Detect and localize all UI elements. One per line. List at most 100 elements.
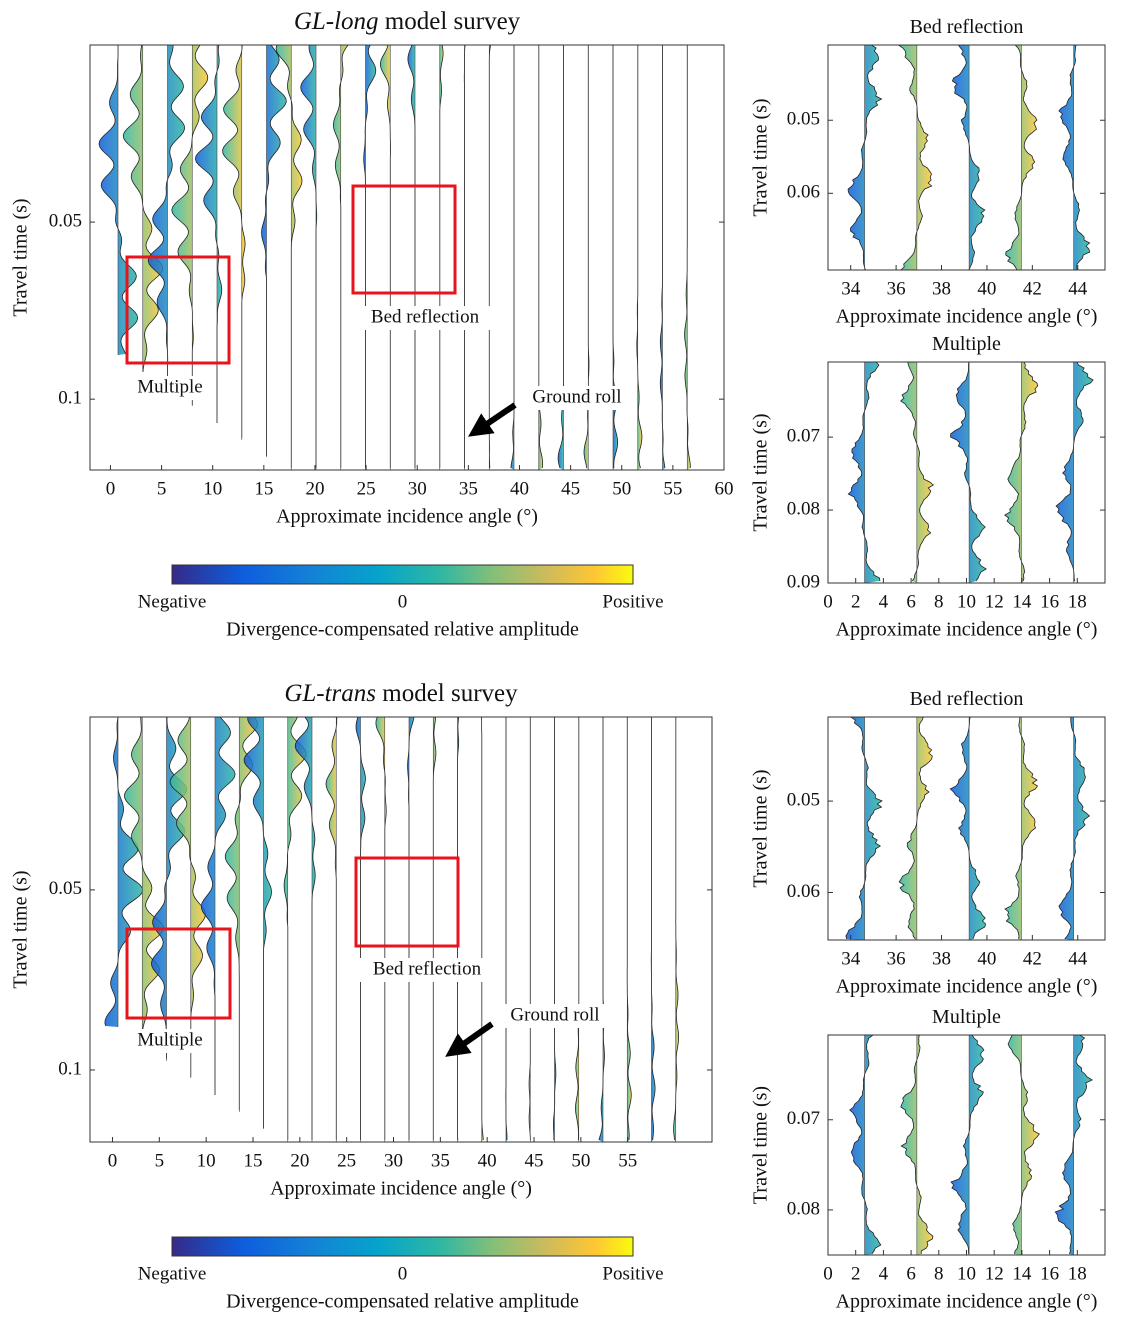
trace-line [898, 717, 933, 940]
traces [849, 1035, 1094, 1255]
x-tick-label: 10 [197, 1150, 216, 1171]
traces [98, 45, 691, 470]
colorbar-label: 0 [398, 591, 408, 612]
axes-frame [827, 716, 1106, 941]
annotation-arrow [445, 1021, 494, 1057]
trace-line [598, 717, 605, 1141]
colorbar-label: Positive [602, 591, 663, 612]
y-tick-label: 0.1 [58, 1058, 82, 1079]
annotation-bg [521, 386, 633, 410]
trace-line [949, 717, 987, 940]
y-tick-label: 0.05 [787, 789, 820, 810]
panel-title: Multiple [932, 1006, 1001, 1028]
trace-line [1058, 45, 1091, 270]
annotation: Ground roll [532, 386, 621, 407]
annotation-bg [128, 376, 212, 400]
trace-fill [407, 45, 415, 470]
x-tick-label: 0 [823, 591, 833, 612]
colorbar [171, 564, 634, 585]
trace-fill [300, 45, 317, 470]
x-tick-label: 40 [478, 1150, 497, 1171]
trace-line [950, 362, 987, 582]
trace-fill [276, 45, 302, 470]
x-tick-label: 2 [851, 1263, 861, 1284]
trace-fill [651, 717, 656, 1142]
panel-title: Bed reflection [910, 16, 1024, 38]
x-tick-label: 20 [290, 1150, 309, 1171]
x-axis-label: Approximate incidence angle (°) [836, 619, 1098, 641]
trace-fill [1055, 1035, 1093, 1255]
trace-line [1054, 1035, 1094, 1255]
trace-line [150, 717, 188, 1059]
y-axis-label: Travel time (s) [750, 98, 772, 216]
x-tick-label: 18 [1068, 591, 1087, 612]
annotation-bg [354, 306, 496, 330]
x-tick-label: 35 [459, 478, 478, 499]
x-tick-label: 40 [510, 478, 529, 499]
x-tick-label: 2 [851, 591, 861, 612]
y-tick-label: 0.1 [58, 388, 82, 409]
x-axis-label: Approximate incidence angle (°) [836, 1291, 1098, 1313]
title-italic: GL-long [294, 8, 379, 35]
x-tick-label: 16 [1040, 591, 1059, 612]
x-tick-label: 5 [157, 478, 167, 499]
trace-fill [171, 45, 208, 406]
x-tick-label: 30 [384, 1150, 403, 1171]
y-axis-label: Travel time (s) [10, 198, 32, 316]
x-tick-label: 0 [823, 1263, 833, 1284]
trace-fill [1058, 717, 1090, 940]
trace-fill [222, 45, 246, 440]
trace-line [98, 45, 139, 355]
panel: Bed reflection 34 36 38 40 42 44 0.05 0.06 Approx… [750, 16, 1106, 328]
trace-fill [1058, 45, 1090, 270]
traces [104, 717, 679, 1142]
x-tick-label: 12 [985, 591, 1004, 612]
trace-line [1005, 45, 1038, 270]
x-tick-label: 8 [934, 591, 944, 612]
colorbar-label: Positive [602, 1263, 663, 1284]
x-tick-label: 18 [1068, 1263, 1087, 1284]
trace-fill [1008, 1035, 1040, 1255]
x-tick-label: 4 [879, 1263, 889, 1284]
title-italic: GL-trans [284, 680, 376, 707]
y-tick-label: 0.06 [787, 881, 820, 902]
x-tick-label: 14 [1012, 591, 1032, 612]
title-text: Multiple [932, 333, 1001, 355]
x-tick-label: 45 [561, 478, 580, 499]
annotation: Multiple [137, 1029, 202, 1050]
title-text: Bed reflection [910, 688, 1024, 710]
trace-line [194, 45, 223, 423]
trace-fill [326, 717, 337, 1142]
traces [845, 717, 1091, 940]
trace-line [1007, 1035, 1040, 1255]
trace-fill [849, 1035, 881, 1255]
trace-fill [261, 45, 287, 457]
title-text: model survey [382, 680, 518, 707]
trace-line [950, 1035, 985, 1255]
trace-line [1004, 362, 1039, 582]
trace-fill [1056, 362, 1094, 583]
trace-fill [439, 45, 444, 470]
x-tick-label: 0 [106, 478, 116, 499]
colorbar-label: Negative [138, 1263, 207, 1284]
x-tick-label: 16 [1040, 1263, 1059, 1284]
trace-fill [201, 717, 236, 1095]
x-tick-label: 30 [408, 478, 427, 499]
trace-line [900, 362, 934, 582]
highlight-box [125, 255, 231, 365]
x-tick-label: 40 [977, 948, 996, 969]
trace-fill [848, 45, 882, 270]
x-tick-label: 5 [155, 1150, 165, 1171]
x-tick-label: 25 [337, 1150, 356, 1171]
y-tick-label: 0.07 [787, 425, 820, 446]
trace-line [847, 45, 883, 270]
x-tick-label: 38 [932, 948, 951, 969]
highlight-box [354, 856, 460, 948]
panel-title: Multiple [932, 333, 1001, 355]
traces [847, 362, 1094, 583]
annotation-bg [499, 1004, 611, 1028]
x-tick-label: 0 [108, 1150, 118, 1171]
trace-fill [673, 717, 679, 1142]
y-tick-label: 0.05 [49, 210, 82, 231]
trace-line [1055, 362, 1094, 582]
